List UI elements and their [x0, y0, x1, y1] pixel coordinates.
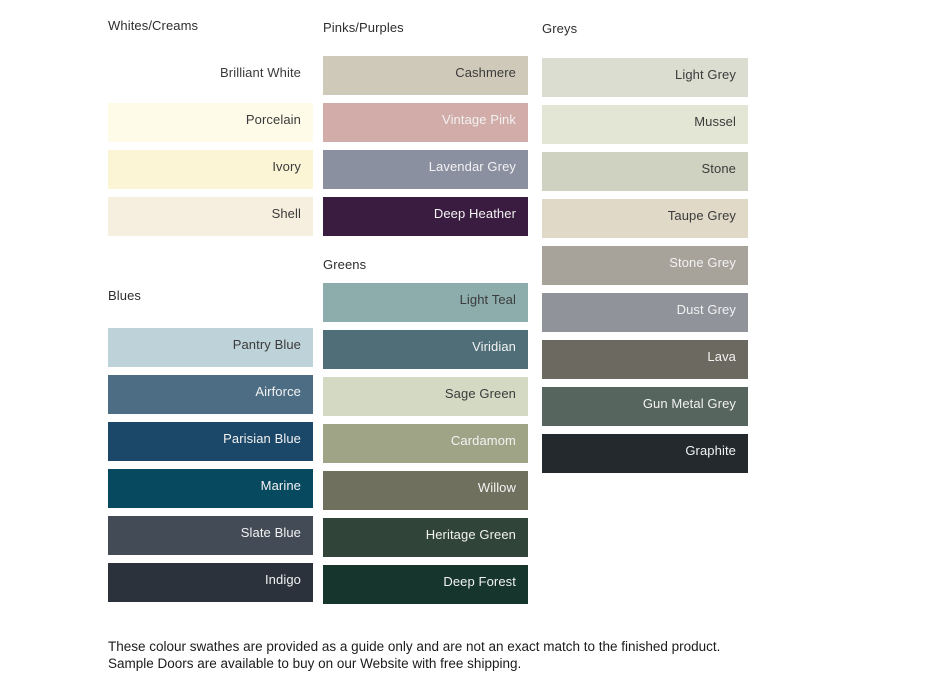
column-pinks-greens: Pinks/Purples Cashmere Vintage Pink Lavend…	[323, 0, 528, 700]
swatch-slate-blue: Slate Blue	[108, 516, 313, 555]
swatch-cashmere: Cashmere	[323, 56, 528, 95]
swatch-label: Shell	[271, 206, 301, 221]
section-header-greys: Greys	[542, 21, 578, 36]
swatch-label: Dust Grey	[676, 302, 736, 317]
swatch-list-pinks-purples: Cashmere Vintage Pink Lavendar Grey Deep He…	[323, 56, 528, 236]
section-header-blues: Blues	[108, 288, 142, 303]
swatch-label: Stone Grey	[669, 255, 736, 270]
disclaimer-text: These colour swathes are provided as a g…	[108, 639, 721, 671]
swatch-label: Porcelain	[245, 112, 301, 127]
swatch-label: Deep Forest	[443, 574, 516, 589]
section-greys: Greys Light Grey Mussel Stone Taupe Grey Sto…	[542, 21, 748, 481]
swatch-label: Gun Metal Grey	[642, 396, 736, 411]
swatch-porcelain: Porcelain	[108, 103, 313, 142]
swatch-label: Cashmere	[455, 65, 516, 80]
swatch-label: Lava	[707, 349, 736, 364]
section-greens: Greens Light Teal Viridian Sage Green Carda…	[323, 257, 528, 612]
swatch-stone-grey: Stone Grey	[542, 246, 748, 285]
swatch-label: Graphite	[685, 443, 736, 458]
swatch-label: Viridian	[472, 339, 516, 354]
swatch-brilliant-white: Brilliant White	[108, 56, 313, 95]
column-greys: Greys Light Grey Mussel Stone Taupe Grey Sto…	[542, 0, 748, 700]
swatch-label: Vintage Pink	[442, 112, 516, 127]
swatch-indigo: Indigo	[108, 563, 313, 602]
swatch-mussel: Mussel	[542, 105, 748, 144]
swatch-list-greys: Light Grey Mussel Stone Taupe Grey Stone Gre…	[542, 58, 748, 473]
swatch-label: Cardamom	[450, 433, 516, 448]
swatch-label: Parisian Blue	[223, 431, 301, 446]
swatch-gun-metal-grey: Gun Metal Grey	[542, 387, 748, 426]
swatch-label: Light Grey	[675, 67, 736, 82]
swatch-sage-green: Sage Green	[323, 377, 528, 416]
section-whites-creams: Whites/Creams Brilliant White Porcelain Iv…	[108, 18, 313, 244]
swatch-label: Airforce	[255, 384, 301, 399]
section-header-whites-creams: Whites/Creams	[108, 18, 199, 33]
swatch-label: Brilliant White	[220, 65, 301, 80]
swatch-label: Slate Blue	[240, 525, 301, 540]
swatch-deep-heather: Deep Heather	[323, 197, 528, 236]
swatch-label: Ivory	[272, 159, 301, 174]
swatch-light-grey: Light Grey	[542, 58, 748, 97]
swatch-label: Heritage Green	[425, 527, 516, 542]
column-whites-blues: Whites/Creams Brilliant White Porcelain Iv…	[108, 0, 313, 700]
swatch-light-teal: Light Teal	[323, 283, 528, 322]
swatch-taupe-grey: Taupe Grey	[542, 199, 748, 238]
swatch-label: Lavendar Grey	[428, 159, 516, 174]
swatch-graphite: Graphite	[542, 434, 748, 473]
swatch-label: Sage Green	[444, 386, 516, 401]
swatch-willow: Willow	[323, 471, 528, 510]
swatch-viridian: Viridian	[323, 330, 528, 369]
swatch-pantry-blue: Pantry Blue	[108, 328, 313, 367]
swatch-marine: Marine	[108, 469, 313, 508]
swatch-list-blues: Pantry Blue Airforce Parisian Blue Marine Sl…	[108, 328, 313, 602]
swatch-parisian-blue: Parisian Blue	[108, 422, 313, 461]
swatch-cardamom: Cardamom	[323, 424, 528, 463]
swatch-heritage-green: Heritage Green	[323, 518, 528, 557]
section-header-greens: Greens	[323, 257, 367, 272]
swatch-shell: Shell	[108, 197, 313, 236]
swatch-label: Taupe Grey	[667, 208, 736, 223]
swatch-list-greens: Light Teal Viridian Sage Green Cardamom Will…	[323, 283, 528, 604]
swatch-label: Light Teal	[459, 292, 516, 307]
section-pinks-purples: Pinks/Purples Cashmere Vintage Pink Lavend…	[323, 20, 528, 244]
swatch-list-whites-creams: Brilliant White Porcelain Ivory Shell	[108, 56, 313, 236]
swatch-label: Deep Heather	[433, 206, 516, 221]
swatch-dust-grey: Dust Grey	[542, 293, 748, 332]
section-header-pinks-purples: Pinks/Purples	[323, 20, 404, 35]
swatch-stone: Stone	[542, 152, 748, 191]
swatch-label: Mussel	[694, 114, 736, 129]
swatch-lavendar-grey: Lavendar Grey	[323, 150, 528, 189]
swatch-airforce: Airforce	[108, 375, 313, 414]
swatch-label: Indigo	[264, 572, 301, 587]
swatch-vintage-pink: Vintage Pink	[323, 103, 528, 142]
swatch-lava: Lava	[542, 340, 748, 379]
swatch-label: Stone	[701, 161, 736, 176]
swatch-ivory: Ivory	[108, 150, 313, 189]
swatch-label: Marine	[260, 478, 301, 493]
swatch-deep-forest: Deep Forest	[323, 565, 528, 604]
swatch-label: Willow	[477, 480, 516, 495]
swatch-label: Pantry Blue	[232, 337, 301, 352]
section-blues: Blues Pantry Blue Airforce Parisian Blue Ma…	[108, 288, 313, 610]
